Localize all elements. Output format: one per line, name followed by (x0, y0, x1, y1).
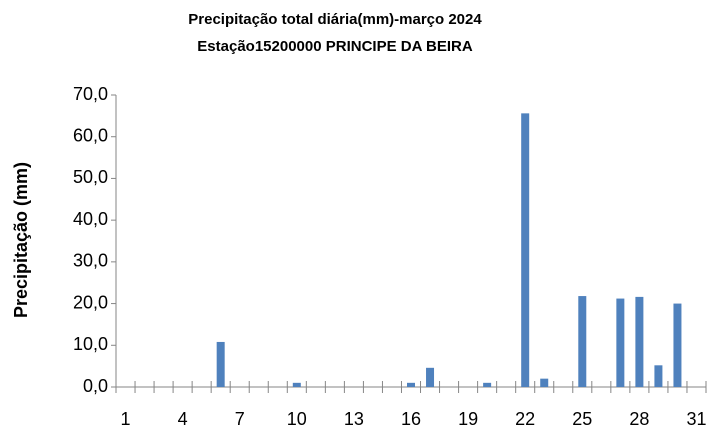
bar (483, 382, 492, 387)
y-tick-label: 30,0 (73, 251, 108, 271)
bar (407, 382, 415, 387)
x-tick-label: 16 (401, 409, 421, 429)
x-tick-label: 7 (235, 409, 245, 429)
x-tick-label: 31 (686, 409, 706, 429)
x-tick-label: 10 (287, 409, 307, 429)
y-tick-label: 10,0 (73, 334, 108, 354)
bar (673, 303, 682, 387)
bar (635, 296, 644, 387)
bar (540, 378, 549, 387)
x-tick-label: 4 (178, 409, 188, 429)
x-tick-label: 1 (121, 409, 131, 429)
y-tick-label: 60,0 (73, 125, 108, 145)
y-tick-label: 50,0 (73, 167, 108, 187)
chart-title: Precipitação total diária(mm)-março 2024 (188, 11, 482, 28)
bar (292, 382, 301, 387)
bar (426, 367, 435, 387)
x-tick-label: 19 (458, 409, 478, 429)
bar (521, 113, 530, 388)
y-axis-label: Precipitação (mm) (11, 162, 31, 318)
bar (216, 341, 225, 387)
chart-subtitle: Estação15200000 PRINCIPE DA BEIRA (197, 38, 473, 55)
y-tick-label: 20,0 (73, 292, 108, 312)
bar (578, 296, 587, 387)
bar (654, 365, 663, 387)
y-tick-label: 70,0 (73, 84, 108, 104)
x-tick-label: 22 (515, 409, 535, 429)
y-tick-label: 0,0 (83, 376, 108, 396)
x-tick-label: 25 (572, 409, 592, 429)
bar (616, 298, 625, 387)
x-tick-label: 28 (629, 409, 649, 429)
y-tick-label: 40,0 (73, 209, 108, 229)
x-tick-label: 13 (344, 409, 364, 429)
